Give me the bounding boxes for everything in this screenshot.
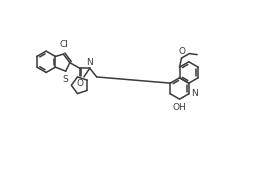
Text: S: S — [62, 75, 68, 84]
Text: O: O — [76, 79, 83, 88]
Text: Cl: Cl — [60, 40, 68, 49]
Text: O: O — [179, 47, 186, 56]
Text: N: N — [86, 58, 93, 67]
Text: OH: OH — [173, 103, 187, 112]
Text: N: N — [192, 89, 198, 98]
